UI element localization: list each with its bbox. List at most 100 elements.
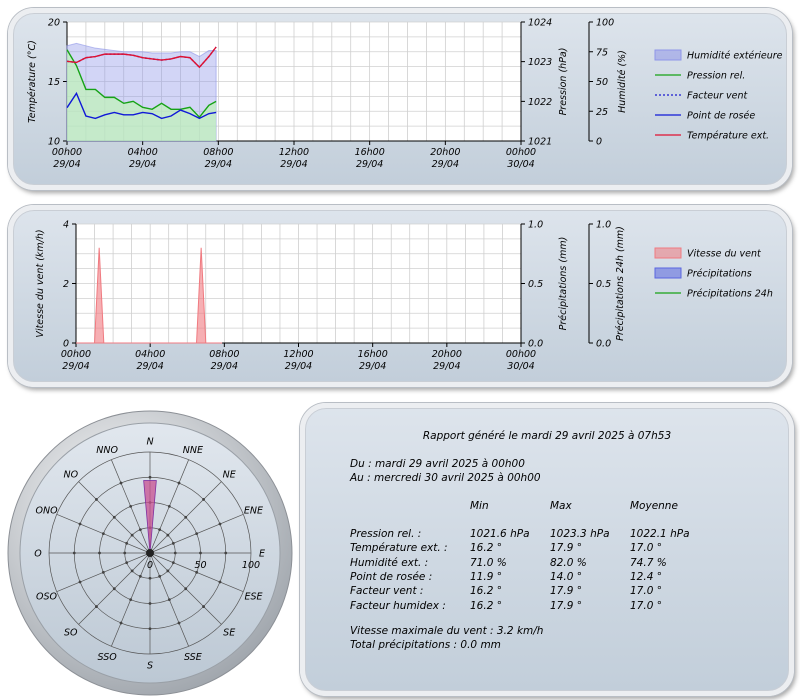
row-label: Point de rosée : bbox=[350, 570, 433, 583]
rose-marker bbox=[130, 569, 134, 573]
x-tick-date: 30/04 bbox=[507, 361, 534, 372]
rose-marker bbox=[199, 551, 202, 555]
rose-marker bbox=[125, 561, 129, 565]
rose-marker bbox=[218, 522, 222, 526]
header-min: Min bbox=[470, 500, 489, 512]
x-tick-label: 00h00 bbox=[52, 147, 82, 158]
x-tick-date: 30/04 bbox=[507, 159, 534, 170]
rose-marker bbox=[158, 574, 162, 578]
wind-rain-chart-panel: 00h00 29/04 04h00 29/04 08h00 29/04 12h00 29/04… bbox=[8, 205, 792, 387]
x-tick-date: 29/04 bbox=[432, 159, 459, 170]
rose-marker bbox=[78, 522, 82, 526]
x-tick-date: 29/04 bbox=[211, 361, 238, 372]
legend-label: Facteur vent bbox=[687, 91, 749, 102]
rose-marker bbox=[158, 528, 162, 532]
y-axis-title-left: Température (°C) bbox=[27, 40, 38, 123]
row-min: 71.0 % bbox=[470, 556, 507, 569]
rose-marker bbox=[119, 621, 123, 625]
y-tick-label-right-2: 1.0 bbox=[596, 220, 611, 231]
y-tick-label-left: 2 bbox=[63, 279, 69, 290]
row-min: 1021.6 hPa bbox=[470, 528, 530, 540]
rose-marker bbox=[148, 576, 152, 580]
y-tick-label-right-2: 0.5 bbox=[596, 279, 611, 290]
y-tick-label-right-2: 75 bbox=[596, 47, 608, 58]
y-axis-title-right-2: Humidité (%) bbox=[617, 50, 628, 113]
rose-marker bbox=[125, 541, 129, 545]
report-period-from: Du : mardi 29 avril 2025 à 00h00 bbox=[350, 458, 525, 470]
direction-label: S bbox=[147, 661, 153, 672]
y-tick-label-left: 10 bbox=[48, 137, 60, 148]
rose-marker bbox=[72, 551, 76, 555]
y-tick-label-right-1: 1022 bbox=[528, 97, 552, 108]
rose-marker bbox=[148, 602, 152, 605]
x-tick-label: 16h00 bbox=[358, 349, 388, 360]
x-tick-date: 29/04 bbox=[53, 159, 80, 170]
y-axis-title-right-1: Précipitations (mm) bbox=[558, 237, 569, 331]
rose-marker bbox=[177, 621, 181, 625]
row-label: Facteur vent : bbox=[350, 585, 424, 598]
x-tick-date: 29/04 bbox=[62, 361, 89, 372]
direction-label: SSE bbox=[184, 652, 202, 663]
rose-marker bbox=[129, 504, 133, 508]
y-tick-label-left: 20 bbox=[48, 18, 60, 29]
row-max: 17.9 ° bbox=[550, 585, 582, 598]
row-average: 17.0 ° bbox=[630, 585, 662, 598]
rose-marker bbox=[167, 598, 171, 602]
x-tick-date: 29/04 bbox=[205, 159, 232, 170]
x-tick-date: 29/04 bbox=[359, 361, 386, 372]
x-tick-label: 00h00 bbox=[506, 147, 536, 158]
x-tick-label: 08h00 bbox=[203, 147, 233, 158]
wind-speed-area bbox=[76, 247, 223, 344]
wind-rose-petal bbox=[143, 480, 157, 554]
direction-label: E bbox=[259, 549, 265, 560]
row-average: 17.0 ° bbox=[630, 599, 662, 612]
legend-label: Pression rel. bbox=[687, 71, 745, 82]
y-axis-title-left: Vitesse du vent (km/h) bbox=[35, 229, 46, 337]
temperature-chart: 00h0029/0404h0029/0408h0029/0412h0029/04… bbox=[27, 18, 783, 171]
rose-marker bbox=[148, 475, 152, 479]
row-min: 11.9 ° bbox=[470, 570, 502, 583]
row-min: 16.2 ° bbox=[470, 542, 502, 555]
y-tick-label-right-1: 0.5 bbox=[528, 279, 543, 290]
direction-label: NNE bbox=[183, 445, 203, 456]
report-content: Rapport généré le mardi 29 avril 2025 à … bbox=[305, 408, 789, 691]
y-tick-label-right-2: 0 bbox=[596, 137, 602, 148]
rose-marker bbox=[166, 569, 170, 573]
report-period-to: Au : mercredi 30 avril 2025 à 00h00 bbox=[350, 472, 541, 484]
x-tick-label: 12h00 bbox=[283, 349, 313, 360]
rose-marker bbox=[173, 551, 177, 555]
y-tick-label-right-1: 1023 bbox=[528, 57, 552, 68]
radius-tick-label: 0 bbox=[147, 560, 153, 571]
direction-label: ENE bbox=[244, 506, 263, 517]
row-max: 14.0 ° bbox=[550, 570, 582, 583]
series-line bbox=[66, 49, 217, 119]
rose-marker bbox=[101, 532, 105, 536]
rose-marker bbox=[171, 541, 175, 545]
legend-label: Température ext. bbox=[687, 131, 769, 142]
row-average: 1022.1 hPa bbox=[630, 528, 690, 540]
rose-marker bbox=[224, 551, 228, 555]
rose-marker bbox=[138, 574, 142, 578]
row-max: 17.9 ° bbox=[550, 599, 582, 612]
x-tick-date: 29/04 bbox=[285, 361, 312, 372]
rose-marker bbox=[218, 580, 222, 584]
y-axis-title-right-2: Précipitations 24h (mm) bbox=[615, 226, 626, 341]
row-label: Pression rel. : bbox=[350, 528, 422, 540]
series-line bbox=[66, 91, 217, 120]
row-max: 82.0 % bbox=[550, 556, 587, 569]
y-tick-label-right-2: 50 bbox=[596, 77, 608, 88]
direction-label: OSO bbox=[36, 591, 58, 602]
row-max: 17.9 ° bbox=[550, 542, 582, 555]
x-tick-label: 20h00 bbox=[430, 147, 460, 158]
y-tick-label-right-2: 100 bbox=[596, 18, 614, 29]
x-tick-label: 08h00 bbox=[209, 349, 239, 360]
direction-label: O bbox=[34, 549, 42, 560]
rose-marker bbox=[171, 561, 175, 565]
legend-label: Vitesse du vent bbox=[687, 249, 762, 260]
rose-marker bbox=[166, 533, 170, 537]
y-tick-label-right-2: 0.0 bbox=[596, 339, 611, 350]
x-tick-label: 04h00 bbox=[135, 349, 165, 360]
x-tick-date: 29/04 bbox=[280, 159, 307, 170]
report-title: Rapport généré le mardi 29 avril 2025 à … bbox=[422, 430, 672, 442]
rose-marker bbox=[167, 504, 171, 508]
